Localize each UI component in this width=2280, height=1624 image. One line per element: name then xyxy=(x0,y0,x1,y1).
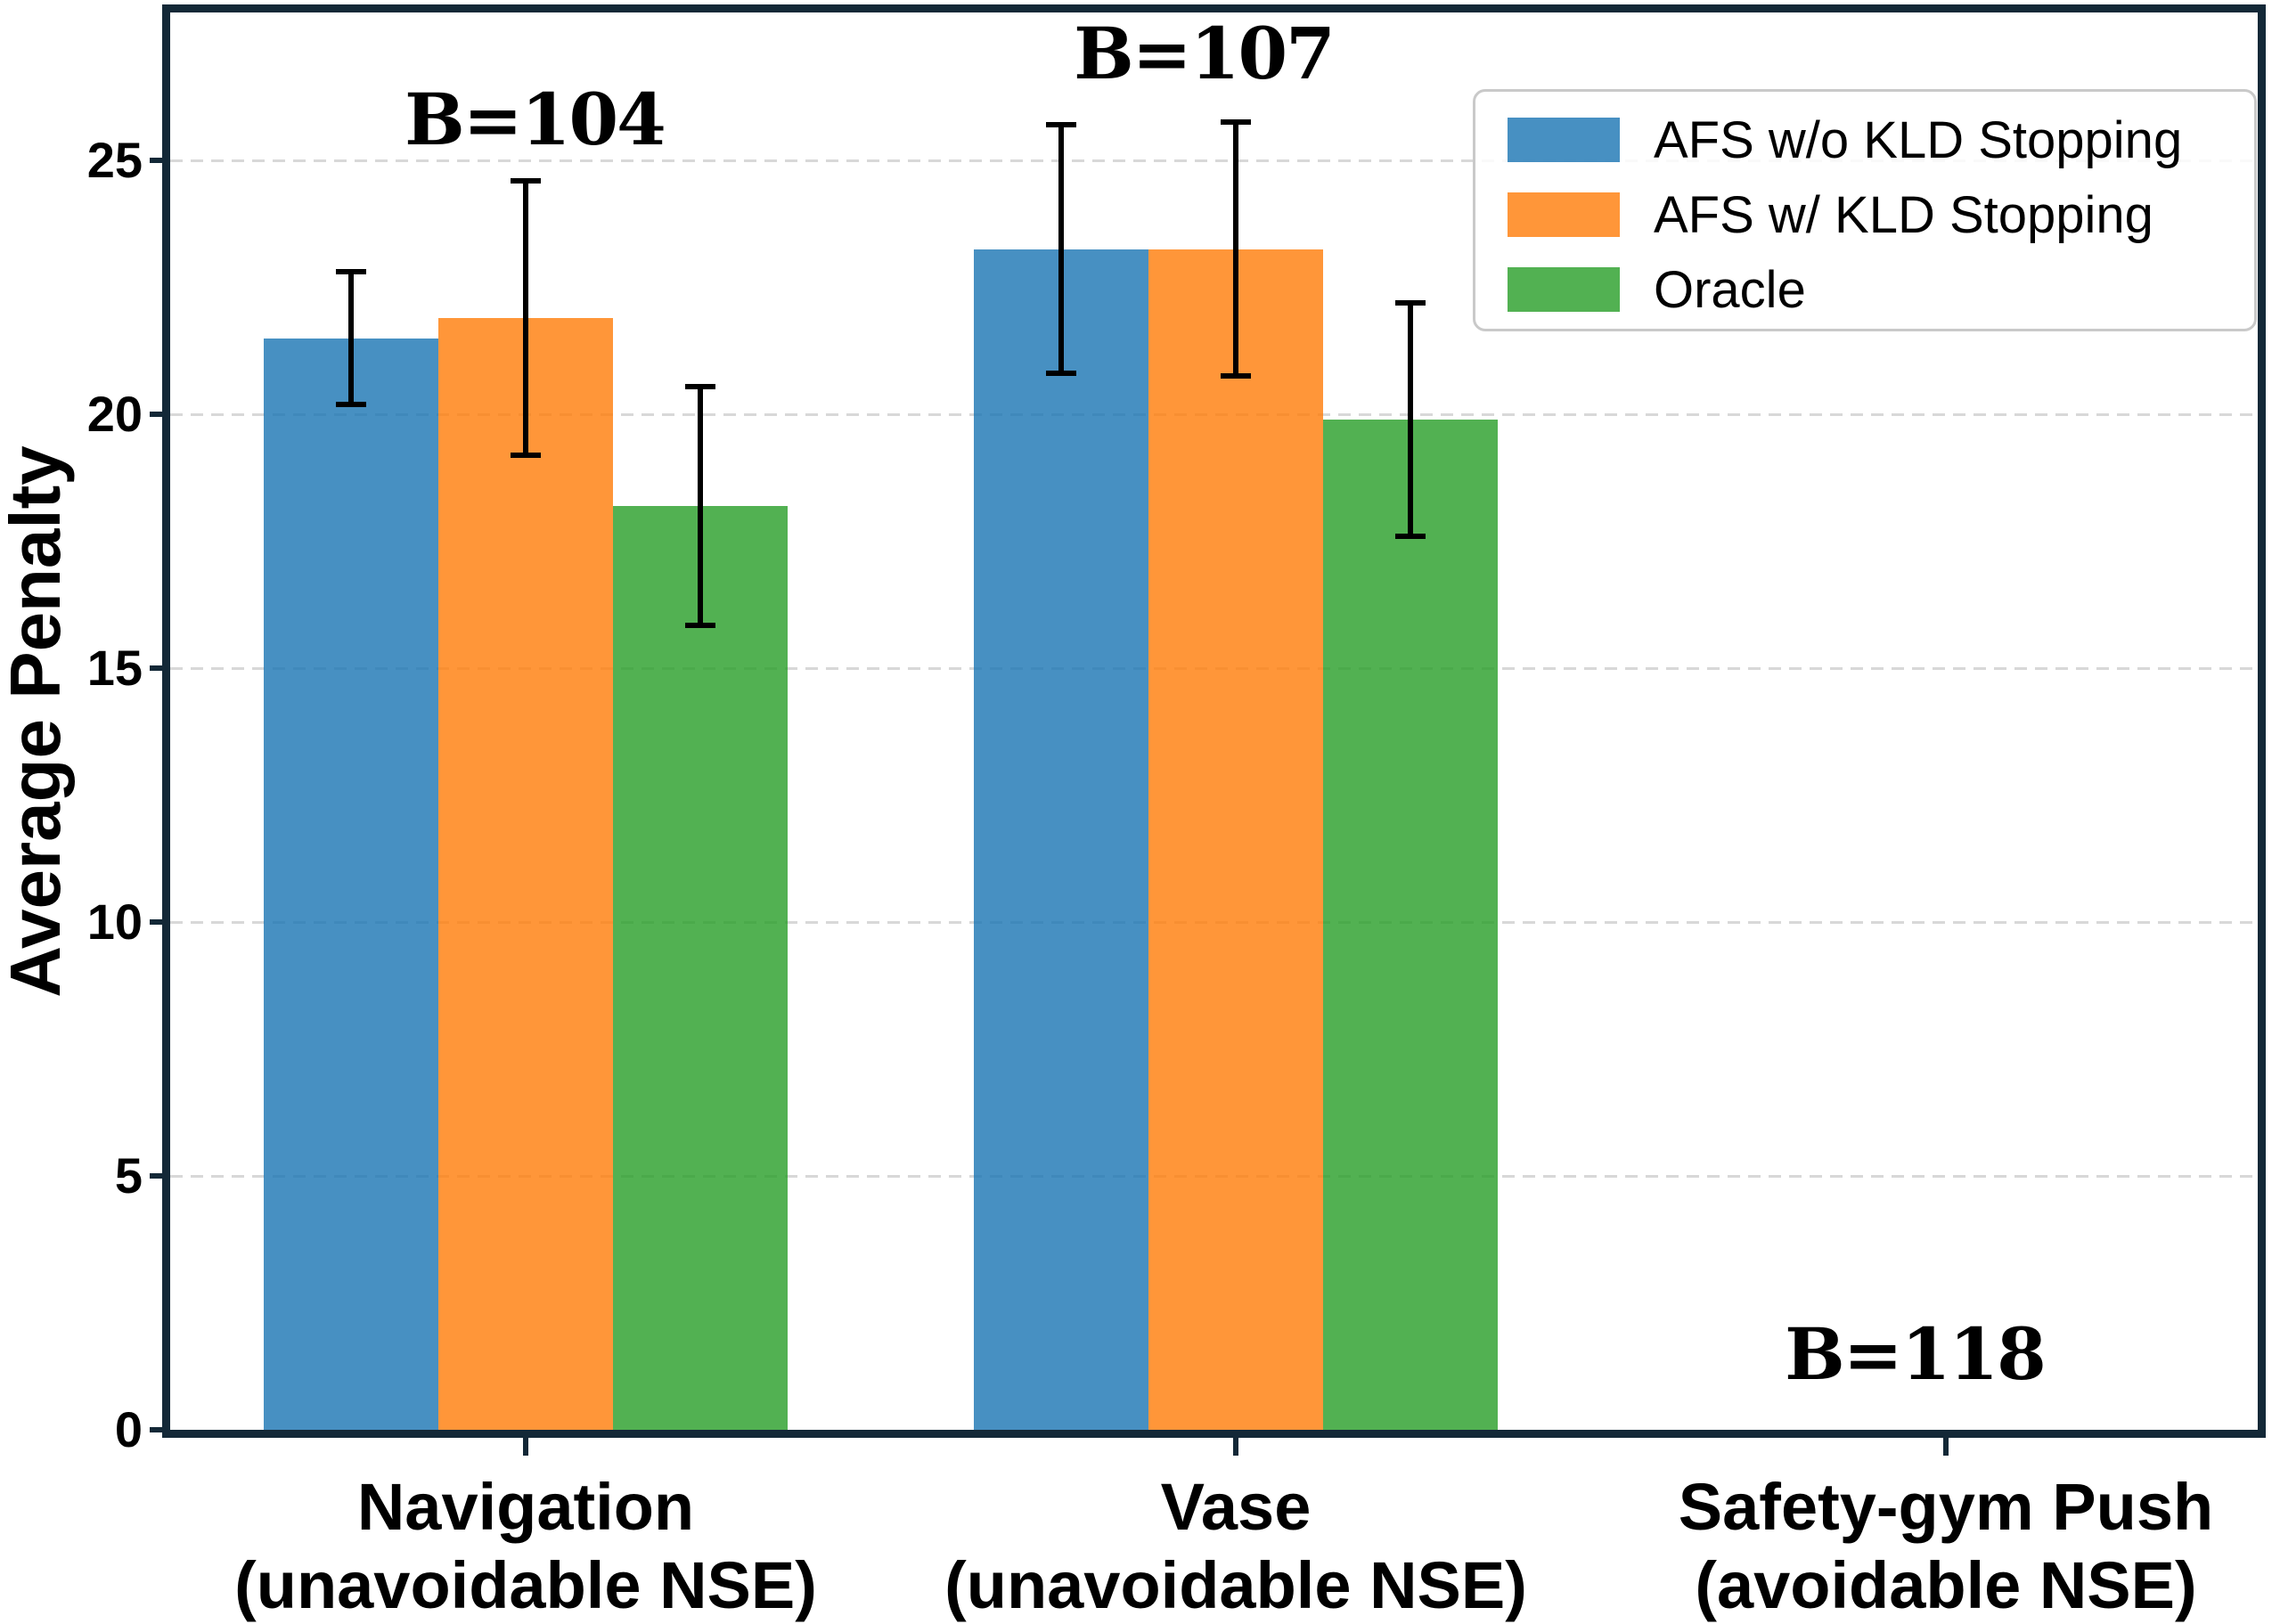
y-axis-tick-10 xyxy=(150,919,162,925)
gridline-y25 xyxy=(170,159,2258,162)
x-tick-label-line2: (avoidable NSE) xyxy=(1695,1548,2197,1622)
error-bar-line-oracle-navigation xyxy=(698,386,703,625)
y-axis-tick-25 xyxy=(150,158,162,163)
bar-oracle-vase xyxy=(1323,419,1498,1430)
x-tick-label-line2: (unavoidable NSE) xyxy=(944,1548,1527,1622)
y-tick-label-0: 0 xyxy=(114,1401,143,1457)
error-bar-cap-top-afs-w-kld-stopping-vase xyxy=(1221,119,1251,126)
x-tick-label-line1: Navigation xyxy=(356,1470,695,1544)
error-bar-cap-top-oracle-vase xyxy=(1395,299,1426,306)
annotation-b-107: B=107 xyxy=(1074,12,1336,96)
error-bar-cap-bottom-afs-w-kld-stopping-navigation xyxy=(511,452,541,458)
x-tick-label-safety-gym-push: Safety-gym Push (avoidable NSE) xyxy=(1447,1468,2280,1624)
legend-label: Oracle xyxy=(1654,260,1806,319)
x-tick-label-line2: (unavoidable NSE) xyxy=(234,1548,817,1622)
y-tick-label-10: 10 xyxy=(86,894,143,950)
legend-swatch-oracle xyxy=(1508,267,1620,312)
error-bar-line-afs-w-o-kld-stopping-vase xyxy=(1058,125,1064,374)
error-bar-line-afs-w-o-kld-stopping-navigation xyxy=(348,272,354,404)
annotation-b-104: B=104 xyxy=(405,78,666,162)
error-bar-cap-bottom-afs-w-o-kld-stopping-navigation xyxy=(336,401,366,407)
legend-label: AFS w/o KLD Stopping xyxy=(1654,110,2183,169)
y-axis-tick-0 xyxy=(150,1427,162,1432)
y-axis-tick-15 xyxy=(150,665,162,671)
error-bar-line-afs-w-kld-stopping-vase xyxy=(1233,122,1238,377)
bar-afs-w-kld-stopping-navigation xyxy=(438,317,613,1430)
x-tick-label-vase: Vase (unavoidable NSE) xyxy=(737,1468,1735,1624)
y-tick-label-20: 20 xyxy=(86,386,143,442)
bar-oracle-navigation xyxy=(613,505,788,1430)
bar-afs-w-o-kld-stopping-navigation xyxy=(264,338,438,1430)
error-bar-cap-bottom-afs-w-o-kld-stopping-vase xyxy=(1046,371,1076,377)
x-axis-tick-safety-gym-push xyxy=(1943,1438,1949,1456)
legend-item-oracle: Oracle xyxy=(1508,252,2254,327)
error-bar-cap-top-afs-w-o-kld-stopping-vase xyxy=(1046,122,1076,128)
y-axis-tick-20 xyxy=(150,412,162,417)
legend-item-afs-w-o-kld-stopping: AFS w/o KLD Stopping xyxy=(1508,102,2254,177)
x-tick-label-line1: Vase xyxy=(1160,1470,1312,1544)
error-bar-cap-bottom-afs-w-kld-stopping-vase xyxy=(1221,373,1251,379)
error-bar-cap-bottom-oracle-vase xyxy=(1395,533,1426,539)
x-tick-label-line1: Safety-gym Push xyxy=(1678,1470,2214,1544)
annotation-b-118: B=118 xyxy=(1785,1311,2047,1396)
legend-swatch-afs-w-kld-stopping xyxy=(1508,192,1620,237)
y-axis-tick-5 xyxy=(150,1173,162,1179)
legend-item-afs-w-kld-stopping: AFS w/ KLD Stopping xyxy=(1508,177,2254,252)
y-axis-title: Average Penalty xyxy=(0,445,75,998)
x-tick-label-navigation: Navigation (unavoidable NSE) xyxy=(27,1468,1025,1624)
error-bar-cap-bottom-oracle-navigation xyxy=(685,622,715,628)
x-axis-tick-vase xyxy=(1233,1438,1238,1456)
error-bar-line-oracle-vase xyxy=(1408,302,1413,536)
legend: AFS w/o KLD Stopping AFS w/ KLD Stopping O… xyxy=(1473,89,2257,331)
error-bar-cap-top-oracle-navigation xyxy=(685,383,715,389)
error-bar-cap-top-afs-w-o-kld-stopping-navigation xyxy=(336,269,366,275)
error-bar-cap-top-afs-w-kld-stopping-navigation xyxy=(511,177,541,184)
bar-afs-w-o-kld-stopping-vase xyxy=(974,249,1148,1430)
error-bar-line-afs-w-kld-stopping-navigation xyxy=(523,180,528,455)
y-tick-label-15: 15 xyxy=(86,640,143,696)
legend-label: AFS w/ KLD Stopping xyxy=(1654,185,2153,244)
x-axis-tick-navigation xyxy=(523,1438,528,1456)
y-tick-label-5: 5 xyxy=(114,1147,143,1204)
legend-swatch-afs-w-o-kld-stopping xyxy=(1508,118,1620,162)
bar-afs-w-kld-stopping-vase xyxy=(1148,249,1323,1430)
y-tick-label-25: 25 xyxy=(86,132,143,188)
